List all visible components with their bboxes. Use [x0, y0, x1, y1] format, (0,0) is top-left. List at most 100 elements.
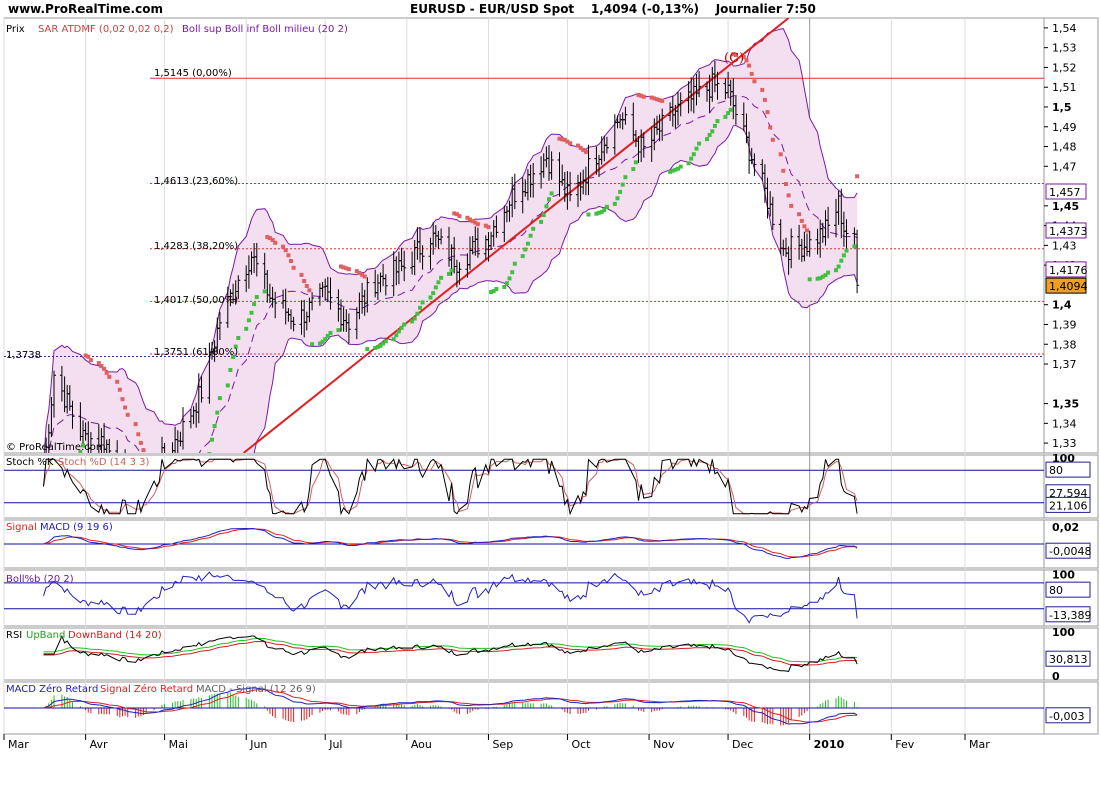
- price-bar: [402, 250, 407, 282]
- sar-dot: [399, 325, 404, 330]
- sar-dot: [415, 311, 420, 316]
- sar-dot: [841, 253, 846, 258]
- price-y-tick-label-18: 1,33: [1052, 437, 1077, 450]
- sar-dot: [102, 366, 107, 371]
- x-tick-label-0: Mar: [8, 738, 29, 751]
- price-value-tag-3: 1,4094: [1049, 280, 1088, 293]
- x-tick-label-6: Sep: [492, 738, 513, 751]
- x-tick-label-7: Oct: [571, 738, 591, 751]
- price-y-tick-label-12: 1,4: [1052, 299, 1072, 312]
- rsi-line: [43, 635, 858, 672]
- price-bar: [291, 316, 296, 332]
- sar-dot: [815, 276, 820, 281]
- macdzr-legend-hist: MACD - Signal (12 26 9): [196, 684, 316, 695]
- price-bar: [660, 108, 665, 141]
- sar-dot: [115, 379, 120, 384]
- price-bar: [475, 227, 480, 258]
- sar-dot: [125, 412, 130, 417]
- sar-dot: [855, 174, 860, 179]
- price-y-tick-label-10: 1,43: [1052, 239, 1077, 252]
- sar-dot: [244, 326, 249, 331]
- stoch-tag-k: 21,106: [1049, 499, 1088, 512]
- macdzr-macd-line: [43, 687, 858, 725]
- macdzr-legend-signal: Signal Zéro Retard: [100, 683, 193, 695]
- price-bar: [365, 277, 370, 313]
- sar-dot: [639, 93, 644, 98]
- rsi-tag-value: 30,813: [1049, 653, 1088, 666]
- price-bar: [789, 228, 794, 269]
- x-tick-label-12: Mar: [969, 738, 990, 751]
- sar-dot: [710, 129, 715, 134]
- sar-dot: [612, 201, 617, 206]
- sar-dot: [694, 146, 699, 151]
- price-plot-area: [4, 18, 1044, 453]
- sar-dot: [818, 276, 823, 281]
- price-bar: [512, 173, 517, 210]
- bollpb-tag-80-box: [1045, 581, 1091, 598]
- price-y-tick-label-4: 1,5: [1052, 101, 1072, 114]
- price-bar: [604, 136, 609, 154]
- sar-dot: [262, 289, 267, 294]
- sar-dot: [823, 273, 828, 278]
- sar-dot: [336, 328, 341, 333]
- sar-dot: [207, 452, 212, 453]
- macdzr-tag-value-box: [1045, 707, 1091, 724]
- sar-dot: [568, 141, 573, 146]
- sar-dot: [123, 405, 128, 410]
- sar-dot: [249, 310, 254, 315]
- rsi-legend: RSI: [6, 630, 22, 641]
- rsi-y-tick-0: 100: [1052, 626, 1075, 639]
- sar-dot: [578, 145, 583, 150]
- sar-dot: [770, 137, 775, 142]
- sar-dot: [299, 272, 304, 277]
- panel-frame-3: [3, 569, 1045, 627]
- sar-dot: [281, 244, 286, 249]
- price-bar: [531, 163, 536, 198]
- rsi-y-tick-1: 0: [1052, 670, 1060, 683]
- sar-dot: [357, 271, 362, 275]
- sar-dot: [765, 110, 770, 115]
- sar-dot: [715, 119, 720, 124]
- sar-dot: [236, 336, 241, 340]
- sar-dot: [691, 152, 696, 157]
- sar-dot: [344, 266, 349, 271]
- price-y-tick-label-0: 1,54: [1052, 22, 1077, 35]
- price-y-tick-label-13: 1,39: [1052, 318, 1077, 331]
- macd-tag-value: -0,0048: [1049, 545, 1091, 558]
- fib-label-1: 1,4613 (23,60%): [154, 176, 238, 187]
- sar-dot: [712, 123, 717, 128]
- sar-dot: [362, 274, 367, 279]
- price-bar: [217, 311, 222, 340]
- sar-dot: [133, 422, 138, 427]
- sar-dot: [120, 397, 125, 402]
- price-bar: [826, 206, 831, 239]
- price-panel: 1,541,531,521,511,51,491,481,471,451,441…: [4, 18, 1088, 453]
- sar-dot: [231, 355, 236, 359]
- stoch-tag-80: 80: [1049, 464, 1063, 477]
- sar-dot: [436, 280, 441, 285]
- price-value-tag-box-1: [1045, 222, 1087, 239]
- sar-dot: [655, 97, 659, 102]
- sar-dot: [549, 191, 554, 196]
- price-bar: [844, 219, 849, 249]
- sar-dot: [689, 156, 694, 161]
- sar-dot: [302, 279, 307, 283]
- sar-dot: [512, 261, 517, 266]
- sar-dot: [797, 212, 802, 217]
- sar-dot: [523, 247, 528, 252]
- price-bar: [199, 376, 204, 403]
- sar-dot: [760, 87, 765, 92]
- sar-dot: [586, 212, 591, 217]
- sar-dot: [805, 228, 809, 233]
- sar-dot: [394, 333, 399, 338]
- x-axis: Mar Avr Mai Jun Jul Aou Sep Oct Nov Dec 2010 Fev Mar: [3, 734, 990, 751]
- sar-dot: [381, 341, 386, 346]
- sar-dot: [652, 96, 657, 101]
- sar-dot: [447, 271, 451, 276]
- sar-dot: [217, 396, 222, 401]
- sar-dot: [286, 253, 291, 258]
- sar-dot: [431, 291, 436, 296]
- sar-dot: [636, 92, 641, 97]
- sar-dot: [291, 265, 296, 270]
